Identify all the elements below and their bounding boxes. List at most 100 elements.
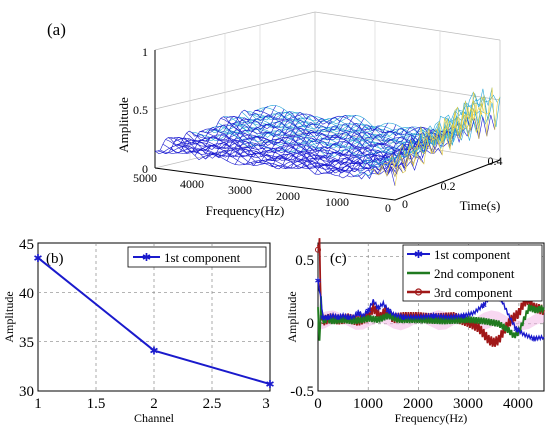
c-point-1st-0: ✱ [315,277,322,286]
b-legend-1st: 1st component [164,250,241,265]
surface-col-54 [370,91,477,176]
b-point-1: ✱ [149,346,158,358]
surface-col-12 [202,112,309,160]
surface-col-60 [394,87,501,186]
z-tick-0.5: 0.5 [133,103,148,117]
panel-b-legend: ✱ 1st component [127,246,267,268]
b-x-tick-1.5: 1.5 [87,396,106,412]
freq-tick-2000: 2000 [276,189,300,203]
c-point-1st-14: ✱ [375,304,382,313]
c-x-tick-4000: 4000 [503,396,533,412]
panel-a-xlabel: Frequency(Hz) [206,203,285,218]
c-xlabel: Frequency(Hz) [395,411,468,425]
surface-col-24 [250,115,357,166]
c-x-tick-3000: 3000 [453,396,483,412]
surface-col-48 [346,131,453,176]
surface-col-38 [306,127,413,169]
panel-c-legend: ✱ 1st component 2nd component 3rd compon… [402,244,543,302]
surface-col-22 [242,115,349,165]
c-point-1st-18: ✱ [400,313,407,322]
b-legend-marker: ✱ [142,252,151,264]
panel-a-zlabel: Amplitude [116,97,131,153]
c-point-1st-22: ✱ [460,312,467,321]
c-point-1st-28: ✱ [513,325,520,334]
c-legend-1st: 1st component [434,247,511,262]
surface-col-36 [298,129,405,170]
b-series-line-0 [37,257,271,386]
panel-a-ylabel: Time(s) [460,198,501,213]
c-legend-3rd: 3rd component [434,285,513,300]
time-tick-0: 0 [402,197,408,211]
b-ylabel: Amplitude [2,291,16,342]
c-series-line-0 [317,278,545,342]
panel-a: (a) Amplitude Frequency(Hz) Time(s) 0 0.… [47,11,503,218]
b-xlabel: Channel [134,411,175,425]
c-point-1st-16: ✱ [385,306,392,315]
surface-col-18 [226,120,333,161]
panel-a-axes [154,50,501,201]
c-x-tick-0: 0 [314,396,322,412]
surface-col-10 [194,111,301,156]
surface-col-6 [178,109,285,154]
c-y-tick-0.5: 0.5 [295,253,314,269]
c-series-line-1 [317,296,545,341]
c-x-tick-2000: 2000 [403,396,433,412]
c-point-1st-12: ✱ [365,306,372,315]
surface-col-56 [378,96,485,177]
b-point-2: ✱ [265,379,274,391]
freq-tick-0: 0 [385,201,391,215]
b-y-tick-40: 40 [19,286,34,302]
c-point-1st-2: ✱ [320,313,327,322]
b-x-tick-3: 3 [262,396,270,412]
freq-tick-5000: 5000 [133,171,157,185]
c-point-1st-4: ✱ [325,313,332,322]
surface-col-30 [274,124,381,169]
surface-col-28 [266,123,373,168]
panel-b-series: ✱ ✱ ✱ [33,253,274,391]
c-legend-marker-3 [414,288,423,296]
panel-b-label: (b) [46,251,64,267]
time-tick-0.4: 0.4 [488,154,503,168]
c-y-tick--0.5: -0.5 [290,384,314,400]
b-y-tick-35: 35 [19,335,34,351]
panel-c-series: ✱✱✱✱✱✱✱✱✱✱✱✱✱✱✱✱ [315,238,545,347]
panel-a-label: (a) [47,20,66,39]
b-x-tick-2.5: 2.5 [203,396,222,412]
c-point-3rd-24 [508,316,515,323]
surface-col-34 [290,124,397,169]
surface-col-14 [210,114,317,159]
panel-c-label: (c) [330,251,347,267]
c-point-1st-30: ✱ [531,335,538,344]
c-point-3rd-0 [315,246,321,253]
b-y-tick-30: 30 [19,384,34,400]
b-x-tick-2: 2 [150,396,158,412]
c-point-1st-8: ✱ [345,313,352,322]
c-legend-2nd: 2nd component [434,266,515,281]
z-tick-0: 0 [142,162,148,176]
c-point-1st-24: ✱ [480,301,487,310]
freq-tick-3000: 3000 [228,183,252,197]
surface-col-8 [186,112,293,154]
c-point-1st-6: ✱ [335,313,342,322]
b-x-tick-1: 1 [34,396,42,412]
c-x-tick-1000: 1000 [353,396,383,412]
freq-tick-1000: 1000 [325,195,349,209]
panel-b: ✱ ✱ ✱ (b) 30 35 40 45 1 1.5 2 2.5 3 Amplit… [2,237,275,425]
surface-col-2 [162,106,269,155]
c-point-1st-20: ✱ [430,312,437,321]
surface-col-16 [218,117,325,158]
panel-b-grid [38,243,270,391]
c-point-3rd-21 [490,339,497,346]
c-legend-marker-1: ✱ [414,249,423,261]
c-y-tick-0: 0 [307,316,315,332]
surface-col-32 [282,122,389,169]
time-tick-0.2: 0.2 [441,179,456,193]
surface-col-42 [323,127,429,174]
c-ylabel: Amplitude [285,291,299,342]
surface-mesh [154,87,501,186]
b-point-0: ✱ [33,253,42,265]
surface-col-20 [234,116,341,165]
c-point-1st-10: ✱ [355,309,362,318]
panel-c: ✱✱✱✱✱✱✱✱✱✱✱✱✱✱✱✱ (c) 0.5 0 -0.5 0 1000 2… [285,238,545,425]
